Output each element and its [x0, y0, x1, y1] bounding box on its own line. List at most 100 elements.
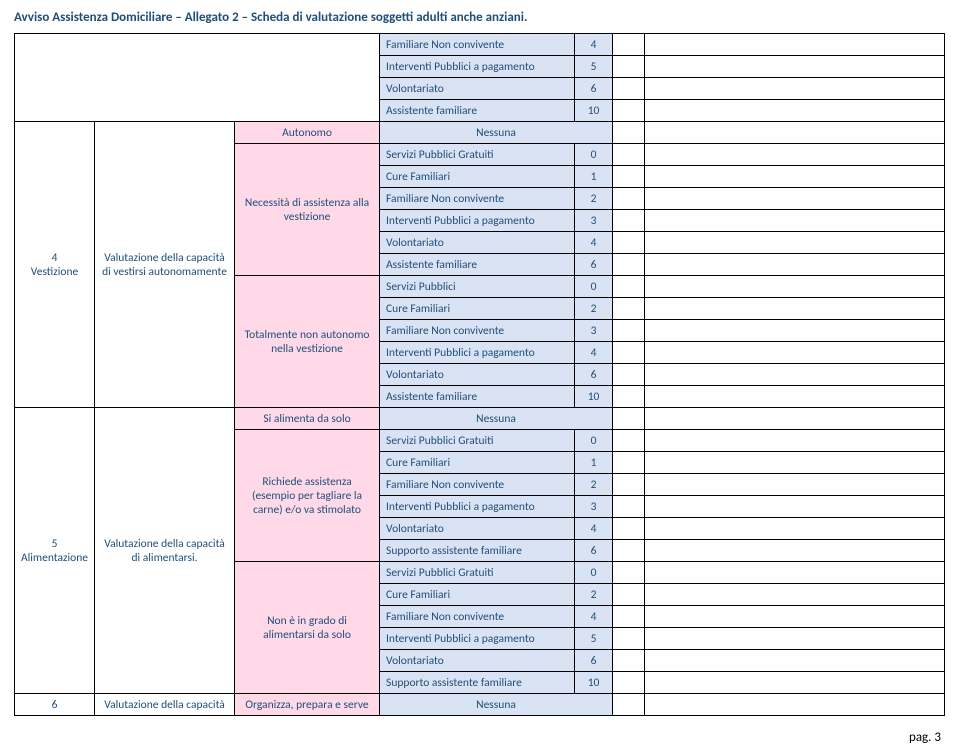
cell-input[interactable] — [645, 364, 945, 386]
cell-input[interactable] — [613, 166, 645, 188]
cell-evaluation: Valutazione della capacità di vestirsi a… — [95, 122, 235, 408]
cell-input[interactable] — [645, 562, 945, 584]
cell-support: Nessuna — [380, 122, 613, 144]
cell-input[interactable] — [613, 452, 645, 474]
cell-support: Familiare Non convivente — [380, 320, 575, 342]
cell-score: 10 — [575, 386, 613, 408]
cell-blank — [15, 34, 380, 122]
cell-input[interactable] — [613, 188, 645, 210]
cell-input[interactable] — [645, 210, 945, 232]
cell-score: 10 — [575, 672, 613, 694]
cell-score: 6 — [575, 540, 613, 562]
cell-input[interactable] — [613, 650, 645, 672]
cell-score: 0 — [575, 276, 613, 298]
cell-input[interactable] — [613, 672, 645, 694]
cell-input[interactable] — [645, 232, 945, 254]
cell-input[interactable] — [613, 122, 645, 144]
cell-input[interactable] — [645, 672, 945, 694]
cell-input[interactable] — [645, 276, 945, 298]
cell-input[interactable] — [613, 518, 645, 540]
cell-input[interactable] — [613, 364, 645, 386]
cell-degree: Organizza, prepara e serve — [235, 694, 380, 716]
cell-input[interactable] — [645, 694, 945, 716]
cell-score: 1 — [575, 166, 613, 188]
cell-input[interactable] — [645, 386, 945, 408]
cell-input[interactable] — [613, 496, 645, 518]
cell-input[interactable] — [645, 320, 945, 342]
cell-input[interactable] — [613, 694, 645, 716]
cell-input[interactable] — [645, 584, 945, 606]
table-row: Familiare Non convivente 4 — [15, 34, 945, 56]
cell-input[interactable] — [645, 56, 945, 78]
cell-input[interactable] — [645, 254, 945, 276]
cell-input[interactable] — [645, 430, 945, 452]
cell-input[interactable] — [613, 276, 645, 298]
cell-support: Familiare Non convivente — [380, 34, 575, 56]
cell-input[interactable] — [645, 474, 945, 496]
cell-score: 3 — [575, 496, 613, 518]
cell-input[interactable] — [613, 320, 645, 342]
cell-input[interactable] — [645, 496, 945, 518]
cell-input[interactable] — [613, 584, 645, 606]
cell-input[interactable] — [613, 78, 645, 100]
cell-input[interactable] — [645, 606, 945, 628]
cell-score: 10 — [575, 100, 613, 122]
cell-input[interactable] — [645, 78, 945, 100]
cell-score: 4 — [575, 518, 613, 540]
cell-input[interactable] — [613, 210, 645, 232]
cell-input[interactable] — [645, 452, 945, 474]
cell-input[interactable] — [645, 650, 945, 672]
cell-input[interactable] — [613, 628, 645, 650]
cell-input[interactable] — [645, 408, 945, 430]
cell-input[interactable] — [645, 122, 945, 144]
cell-input[interactable] — [613, 100, 645, 122]
cell-input[interactable] — [645, 144, 945, 166]
cell-input[interactable] — [645, 628, 945, 650]
cell-input[interactable] — [613, 342, 645, 364]
cell-input[interactable] — [645, 540, 945, 562]
cell-score: 6 — [575, 254, 613, 276]
cell-score: 2 — [575, 474, 613, 496]
cell-input[interactable] — [645, 518, 945, 540]
cell-input[interactable] — [645, 342, 945, 364]
cell-support: Interventi Pubblici a pagamento — [380, 56, 575, 78]
cell-support: Interventi Pubblici a pagamento — [380, 210, 575, 232]
cell-input[interactable] — [613, 408, 645, 430]
cell-input[interactable] — [645, 188, 945, 210]
cell-input[interactable] — [613, 298, 645, 320]
cell-support: Nessuna — [380, 408, 613, 430]
cell-index: 4 Vestizione — [15, 122, 95, 408]
cell-index: 5 Alimentazione — [15, 408, 95, 694]
cell-score: 2 — [575, 584, 613, 606]
page-header: Avviso Assistenza Domiciliare – Allegato… — [0, 0, 959, 33]
cell-input[interactable] — [613, 232, 645, 254]
cell-input[interactable] — [613, 56, 645, 78]
cell-score: 2 — [575, 298, 613, 320]
cell-input[interactable] — [613, 540, 645, 562]
cell-input[interactable] — [645, 100, 945, 122]
cell-input[interactable] — [613, 144, 645, 166]
cell-index: 6 — [15, 694, 95, 716]
cell-input[interactable] — [613, 34, 645, 56]
cell-degree: Richiede assistenza (esempio per tagliar… — [235, 430, 380, 562]
cell-degree: Si alimenta da solo — [235, 408, 380, 430]
cell-support: Interventi Pubblici a pagamento — [380, 628, 575, 650]
cell-input[interactable] — [613, 606, 645, 628]
cell-support: Servizi Pubblici — [380, 276, 575, 298]
cell-input[interactable] — [613, 254, 645, 276]
cell-score: 6 — [575, 364, 613, 386]
cell-input[interactable] — [613, 386, 645, 408]
cell-score: 0 — [575, 562, 613, 584]
cell-score: 3 — [575, 320, 613, 342]
cell-support: Cure Familiari — [380, 298, 575, 320]
cell-input[interactable] — [613, 474, 645, 496]
cell-support: Servizi Pubblici Gratuiti — [380, 562, 575, 584]
cell-input[interactable] — [645, 34, 945, 56]
cell-input[interactable] — [645, 166, 945, 188]
cell-score: 4 — [575, 34, 613, 56]
cell-input[interactable] — [613, 430, 645, 452]
cell-input[interactable] — [645, 298, 945, 320]
cell-score: 6 — [575, 650, 613, 672]
cell-input[interactable] — [613, 562, 645, 584]
cell-support: Cure Familiari — [380, 452, 575, 474]
